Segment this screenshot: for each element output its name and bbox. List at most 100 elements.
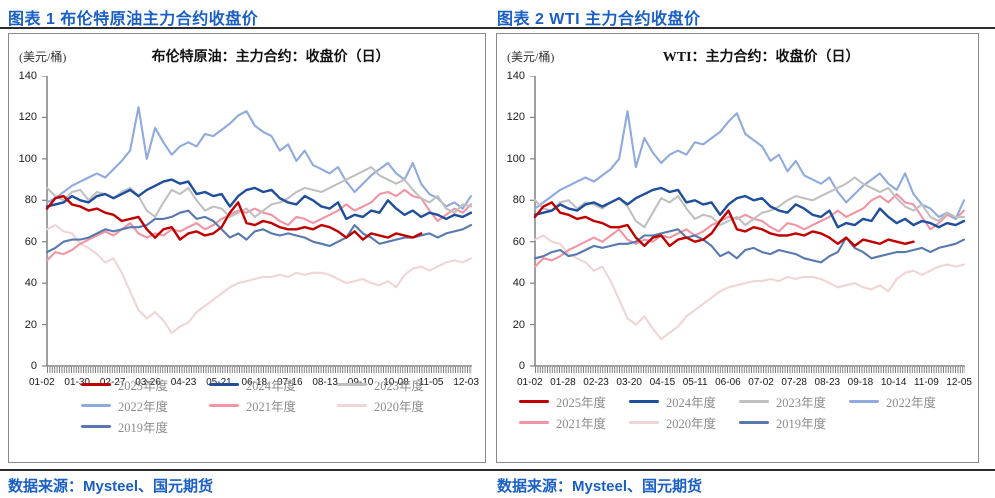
legend-label: 2021年度 — [556, 417, 607, 431]
x-tick-label: 01-02 — [29, 377, 55, 388]
series-2020年度-line — [533, 234, 965, 341]
brent-line-chart — [42, 76, 472, 373]
legend-swatch — [739, 421, 769, 424]
sources-row: 数据来源：Mysteel、国元期货 数据来源：Mysteel、国元期货 — [0, 475, 995, 496]
legend-label: 2024年度 — [246, 379, 297, 393]
series-2022年度-line — [533, 110, 965, 220]
brent-chart-title: 布伦特原油：主力合约：收盘价（日） — [151, 50, 390, 65]
legend-label: 2025年度 — [118, 379, 169, 393]
brent-source-label: 数据来源：Mysteel、国元期货 — [8, 478, 214, 495]
legend-swatch — [629, 400, 659, 403]
x-tick-label: 10-14 — [880, 377, 907, 388]
y-tick-label: 140 — [506, 70, 525, 82]
series-2022年度-line — [45, 106, 472, 210]
wti-y-unit-label: (美元/桶) — [507, 50, 555, 64]
legend-label: 2023年度 — [776, 396, 827, 410]
charts-row: (美元/桶) 布伦特原油：主力合约：收盘价（日） 0 20 40 60 80 100 120… — [0, 33, 995, 463]
legend-swatch — [739, 400, 769, 403]
brent-x-axis-labels: 01-02 01-30 02-27 03-26 04-23 05-21 06-18 07-16… — [29, 377, 479, 388]
y-tick-label: 60 — [512, 235, 525, 248]
y-tick-label: 100 — [506, 152, 525, 165]
legend-swatch — [629, 421, 659, 424]
legend-item: 2022年度 — [849, 391, 959, 412]
legend-item: 2020年度 — [629, 412, 739, 433]
wti-chart-title: WTI：主力合约：收盘价（日） — [662, 50, 860, 65]
legend-swatch — [81, 383, 111, 386]
wti-line-chart — [530, 76, 965, 373]
legend-label: 2023年度 — [374, 379, 425, 393]
y-tick-label: 120 — [18, 111, 37, 124]
brent-chart-header: (美元/桶) 布伦特原油：主力合约：收盘价（日） — [19, 46, 475, 66]
series-2021年度-line — [45, 188, 472, 262]
legend-label: 2021年度 — [246, 400, 297, 414]
brent-chart-body: 0 20 40 60 80 100 120 140 — [9, 70, 485, 377]
x-tick-label: 10-08 — [383, 377, 409, 388]
legend-item: 2024年度 — [209, 374, 337, 395]
y-tick-label: 60 — [24, 235, 37, 248]
wti-chart-legend: 2025年度 2024年度 2023年度 2022年度 2021年度 2020年度 2019… — [497, 391, 978, 433]
legend-item: 2021年度 — [519, 412, 629, 433]
x-tick-label: 08-13 — [312, 377, 338, 388]
wti-chart-header: (美元/桶) WTI：主力合约：收盘价（日） — [507, 46, 968, 66]
x-tick-label: 04-23 — [170, 377, 197, 388]
x-tick-label: 04-15 — [649, 377, 676, 388]
legend-item: 2021年度 — [209, 395, 337, 416]
x-tick-label: 09-10 — [348, 377, 374, 388]
x-tick-label: 07-02 — [748, 377, 774, 388]
series-2024年度-line — [45, 178, 472, 221]
legend-swatch — [849, 400, 879, 403]
brent-y-axis-labels: 0 20 40 60 80 100 120 140 — [9, 70, 41, 376]
wti-y-axis-labels: 0 20 40 60 80 100 120 140 — [497, 70, 529, 376]
legend-label: 2020年度 — [374, 400, 425, 414]
x-tick-label: 11-09 — [913, 377, 939, 388]
x-tick-label: 11-05 — [418, 377, 444, 388]
x-tick-label: 06-18 — [241, 377, 268, 388]
legend-swatch — [209, 383, 239, 386]
x-tick-label: 09-18 — [847, 377, 874, 388]
series-2021年度-line — [533, 193, 965, 268]
x-tick-label: 02-27 — [99, 377, 126, 388]
x-tick-label: 03-20 — [616, 377, 642, 388]
legend-item: 2019年度 — [739, 412, 849, 433]
series-2024年度-line — [533, 186, 965, 229]
y-tick-label: 40 — [24, 277, 37, 290]
legend-label: 2022年度 — [118, 400, 169, 414]
series-2025年度-line — [533, 201, 915, 248]
series-2019年度-line — [533, 228, 965, 264]
x-tick-label: 07-28 — [781, 377, 807, 388]
x-tick-label: 06-06 — [715, 377, 741, 388]
x-tick-label: 05-21 — [206, 377, 232, 388]
legend-item: 2025年度 — [519, 391, 629, 412]
legend-label: 2020年度 — [666, 417, 717, 431]
x-tick-label: 12-03 — [453, 377, 479, 388]
y-tick-label: 40 — [512, 277, 525, 290]
series-2019年度-line — [45, 209, 472, 254]
x-tick-label: 12-05 — [946, 377, 972, 388]
legend-swatch — [519, 400, 549, 403]
wti-chart-panel: (美元/桶) WTI：主力合约：收盘价（日） 0 20 40 60 80 100 120 14… — [496, 33, 979, 463]
legend-item: 2025年度 — [81, 374, 209, 395]
x-tick-label: 01-30 — [64, 377, 90, 388]
legend-swatch — [209, 404, 239, 407]
legend-label: 2024年度 — [666, 396, 717, 410]
y-tick-label: 80 — [24, 194, 37, 207]
y-tick-label: 140 — [18, 70, 37, 82]
legend-swatch — [81, 425, 111, 428]
figure2-caption: 图表 2 WTI 主力合约收盘价 — [497, 11, 701, 28]
x-tick-label: 01-02 — [517, 377, 543, 388]
top-divider — [0, 27, 995, 29]
legend-item: 2020年度 — [337, 395, 465, 416]
legend-item: 2024年度 — [629, 391, 739, 412]
y-tick-label: 20 — [24, 318, 37, 331]
legend-label: 2019年度 — [118, 421, 169, 435]
x-tick-label: 01-28 — [550, 377, 576, 388]
legend-label: 2025年度 — [556, 396, 607, 410]
y-tick-label: 20 — [512, 318, 525, 331]
legend-item: 2022年度 — [81, 395, 209, 416]
legend-swatch — [81, 404, 111, 407]
legend-label: 2019年度 — [776, 417, 827, 431]
brent-chart-panel: (美元/桶) 布伦特原油：主力合约：收盘价（日） 0 20 40 60 80 100 120… — [8, 33, 486, 463]
figure1-caption: 图表 1 布伦特原油主力合约收盘价 — [8, 11, 259, 28]
legend-swatch — [519, 421, 549, 424]
